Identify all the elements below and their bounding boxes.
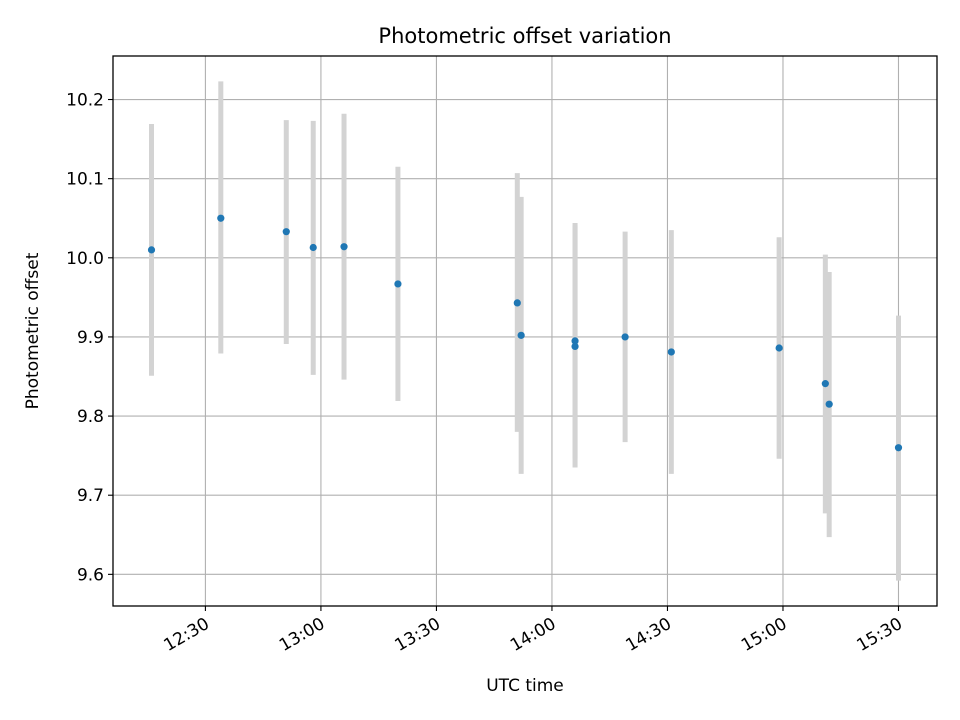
y-tick-label-4: 10.0 xyxy=(66,249,104,269)
y-tick-label-2: 9.8 xyxy=(77,407,104,427)
data-point-11 xyxy=(667,348,675,356)
grid-lines xyxy=(113,56,937,606)
plot-frame xyxy=(112,55,938,607)
data-point-6 xyxy=(513,299,521,307)
y-tick-label-6: 10.2 xyxy=(66,91,104,111)
data-point-13 xyxy=(821,380,829,388)
data-point-15 xyxy=(894,444,903,452)
chart-title: Photometric offset variation xyxy=(378,24,671,48)
data-point-9 xyxy=(571,342,579,351)
y-tick-label-5: 10.1 xyxy=(66,170,104,190)
data-point-4 xyxy=(340,243,348,251)
data-point-1 xyxy=(217,214,225,222)
data-point-7 xyxy=(517,331,525,339)
y-axis-ticks: 9.6 9.7 9.8 9.9 10.0 10.1 10.2 xyxy=(66,91,113,585)
data-point-14 xyxy=(825,400,833,408)
data-point-12 xyxy=(775,344,783,352)
y-tick-label-1: 9.7 xyxy=(77,486,104,506)
x-axis-label: UTC time xyxy=(486,676,564,696)
data-point-8 xyxy=(571,337,579,345)
data-point-0 xyxy=(147,246,156,254)
y-tick-label-0: 9.6 xyxy=(77,565,104,585)
data-point-5 xyxy=(394,280,402,288)
data-points xyxy=(147,214,903,452)
y-tick-label-3: 9.9 xyxy=(77,328,104,348)
data-point-3 xyxy=(309,243,317,252)
data-point-10 xyxy=(621,333,629,341)
data-point-2 xyxy=(282,228,290,236)
y-axis-label: Photometric offset xyxy=(23,252,43,409)
